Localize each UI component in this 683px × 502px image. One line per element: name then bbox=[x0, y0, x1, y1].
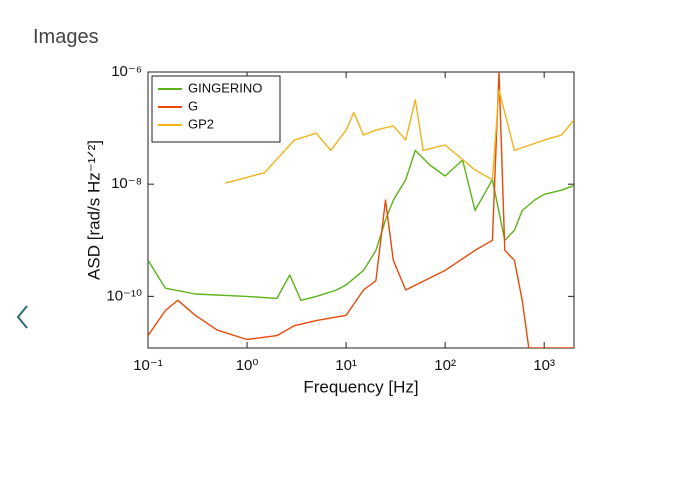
legend-label: GINGERINO bbox=[188, 80, 262, 95]
y-tick-label: 10⁻⁶ bbox=[111, 63, 142, 80]
series-line bbox=[148, 72, 574, 348]
y-tick-label: 10⁻⁸ bbox=[111, 175, 142, 192]
previous-button[interactable] bbox=[14, 302, 32, 332]
series-line bbox=[148, 149, 574, 301]
series-line bbox=[224, 89, 574, 184]
x-tick-label: 10⁻¹ bbox=[133, 357, 163, 374]
x-tick-label: 10⁰ bbox=[236, 357, 259, 374]
chevron-left bbox=[16, 305, 28, 329]
y-axis-label: ASD [rad/s Hz⁻¹ᐟ²] bbox=[84, 140, 103, 280]
legend-box bbox=[151, 75, 281, 143]
heading: Images bbox=[33, 26, 99, 48]
x-tick-label: 10¹ bbox=[335, 357, 357, 374]
x-axis-label: Frequency [Hz] bbox=[303, 377, 418, 396]
plot-area bbox=[148, 72, 574, 348]
x-tick-label: 10² bbox=[434, 357, 456, 374]
x-tick-label: 10³ bbox=[533, 357, 555, 374]
legend-label: GP2 bbox=[188, 116, 214, 131]
legend-label: G bbox=[188, 98, 198, 113]
y-tick-label: 10⁻¹⁰ bbox=[106, 287, 142, 304]
